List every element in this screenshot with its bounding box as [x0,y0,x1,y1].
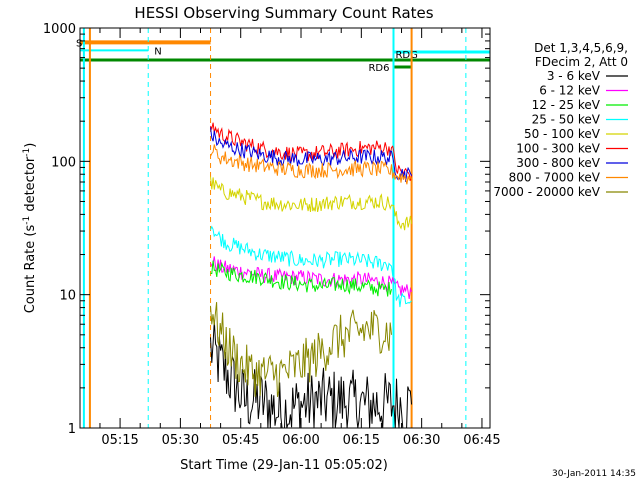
legend-entry-label: 300 - 800 keV [516,156,600,170]
series-line [210,302,392,398]
x-tick-label: 06:45 [463,433,500,448]
y-tick-label: 10 [59,289,76,304]
series-line [210,320,413,429]
series-line [210,176,413,231]
series-line [210,225,412,308]
plot-frame [79,27,491,429]
y-axis-label-main: Count Rate (s [23,225,38,314]
x-tick-label: 05:15 [101,433,138,448]
x-tick-label: 06:00 [282,433,319,448]
timestamp: 30-Jan-2011 14:35 [552,469,636,479]
flags-layer: S N RD6 RDG [76,38,490,74]
legend-header-line: FDecim 2, Att 0 [535,55,628,69]
legend: Det 1,3,4,5,6,9, FDecim 2, Att 0 3 - 6 k… [493,41,628,199]
x-tick-label: 05:45 [222,433,259,448]
legend-entry-label: 50 - 100 keV [524,127,601,141]
x-axis-ticks: 05:15 05:30 05:45 06:00 06:15 06:30 06:45 [99,28,501,448]
flag-label: RD6 [368,63,389,74]
flag-label: RDG [395,50,417,61]
chart-title: HESSI Observing Summary Count Rates [134,4,433,22]
y-axis-ticks: 1 10 100 1000 [43,22,490,437]
legend-entry-label: 6 - 12 keV [539,84,601,98]
series-line [210,144,412,185]
legend-entry-label: 100 - 300 keV [516,142,600,156]
x-tick-label: 06:30 [403,433,440,448]
legend-entry-label: 25 - 50 keV [532,113,601,127]
series-line [210,127,413,182]
y-tick-label: 1000 [43,22,76,37]
legend-entry-label: 800 - 7000 keV [509,171,601,185]
y-axis-label-sup2: -1 [22,148,32,157]
y-axis-label-sup1: -1 [22,216,32,225]
y-axis-label-mid: detector [23,156,38,216]
series-layer [210,122,413,429]
series-line [210,256,413,299]
y-axis-label-end: ) [23,143,38,148]
y-tick-label: 100 [51,155,76,170]
x-tick-label: 06:15 [343,433,380,448]
y-tick-label: 1 [68,422,76,437]
y-axis-label: Count Rate (s-1 detector-1) [22,143,38,314]
legend-entry-label: 3 - 6 keV [547,69,601,83]
legend-header-line: Det 1,3,4,5,6,9, [534,41,628,55]
vertical-lines-layer [82,28,467,428]
x-tick-label: 05:30 [162,433,199,448]
legend-entry-label: 12 - 25 keV [532,98,601,112]
x-axis-label: Start Time (29-Jan-11 05:05:02) [180,458,388,473]
legend-entry-label: 7000 - 20000 keV [493,185,600,199]
flag-label: S [76,38,82,49]
flag-label: N [154,46,161,57]
series-line [210,260,392,297]
